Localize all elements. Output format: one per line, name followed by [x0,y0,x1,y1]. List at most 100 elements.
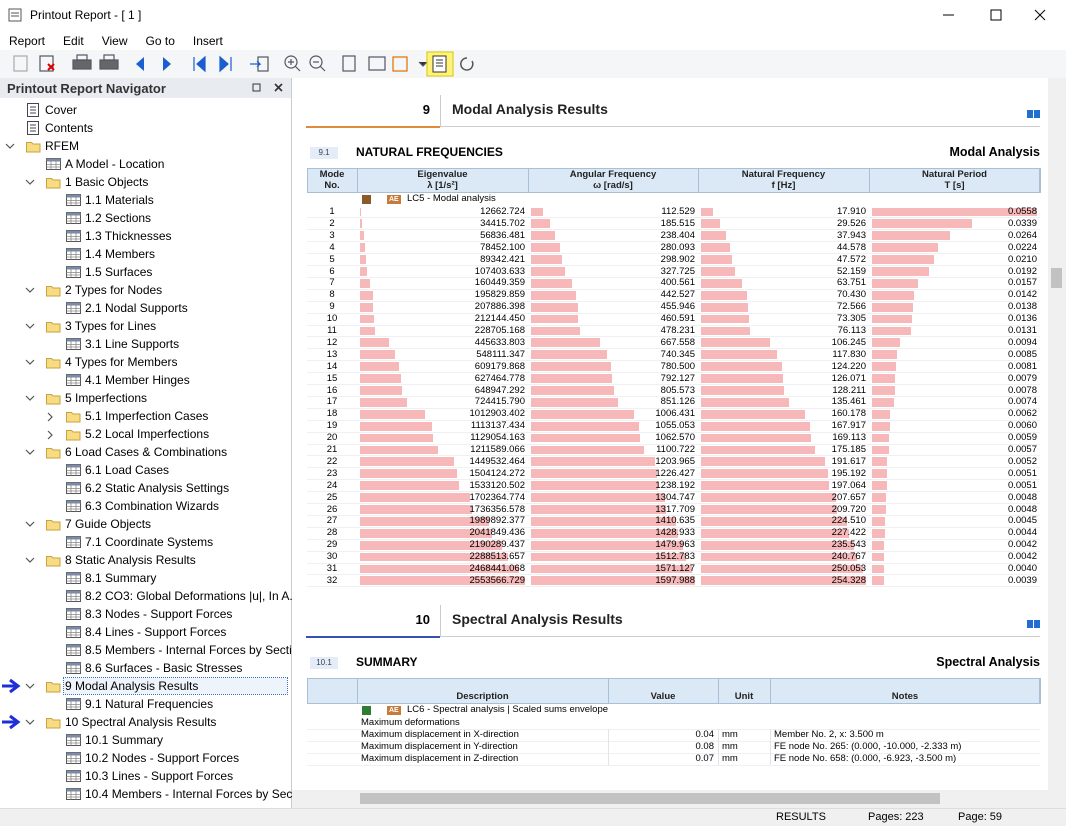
tree-item[interactable]: 5.2 Local Imperfections [85,427,210,441]
tree-item[interactable]: 5 Imperfections [65,391,148,405]
table-cell: 6 [329,265,335,277]
menu-item[interactable]: Report [9,34,46,48]
tree-expander[interactable] [25,393,37,405]
table-cell: 212144.450 [474,313,525,325]
tree-item[interactable]: 6.2 Static Analysis Settings [85,481,230,495]
tree-item[interactable]: 4.1 Member Hinges [85,373,190,387]
tree-item[interactable]: 8.5 Members - Internal Forces by Section [85,643,306,657]
subsection-category: Modal Analysis [949,145,1040,159]
tree-item[interactable]: 1 Basic Objects [65,175,149,189]
value-bar [701,397,789,407]
tree-item[interactable]: 1.5 Surfaces [85,265,153,279]
tree-item[interactable]: 7 Guide Objects [65,517,152,531]
vertical-scrollbar[interactable] [1048,78,1066,790]
navigator-controls[interactable] [248,80,288,96]
tree-item[interactable]: 8 Static Analysis Results [65,553,196,567]
tree-item[interactable]: 6 Load Cases & Combinations [65,445,228,459]
tree-expander[interactable] [25,447,37,459]
tree-expander[interactable] [25,285,37,297]
annotation-arrows [2,678,21,730]
tree-expander[interactable] [25,519,37,531]
tree-icon [46,448,61,459]
tree-item[interactable]: 8.1 Summary [85,571,157,585]
tree-item[interactable]: 1.2 Sections [85,211,152,225]
tree-item[interactable]: Cover [45,103,78,117]
tree-item[interactable]: RFEM [45,139,79,153]
window-title: Printout Report - [ 1 ] [30,8,142,22]
table-cell: 1211589.066 [470,444,525,455]
tree-icon [66,590,81,602]
table-cell: 627464.778 [474,372,525,384]
row-rule [307,336,1040,338]
tree-item[interactable]: 8.2 CO3: Global Deformations |u|, In A..… [85,589,300,603]
table-cell: 0.0060 [1007,420,1037,432]
section-number: 10 [415,612,430,627]
tree-expander[interactable] [25,357,37,369]
tree-item[interactable]: A Model - Location [65,157,165,171]
table-cell: 0.0339 [1007,217,1037,229]
tree-expander[interactable] [25,555,37,567]
tree-expander[interactable] [5,141,17,153]
tree-item[interactable]: 8.4 Lines - Support Forces [85,625,227,639]
tree-item[interactable]: 10.2 Nodes - Support Forces [85,751,240,765]
table-cell: 2288513.657 [469,551,525,563]
tree-item[interactable]: 2.1 Nodal Supports [85,301,188,315]
tree-expander[interactable] [25,321,37,333]
tree-item[interactable]: Contents [45,121,94,135]
tree-item[interactable]: 7.1 Coordinate Systems [85,535,214,549]
row-rule [307,276,1040,278]
table-cell: 11 [327,325,337,336]
tree-expander[interactable] [45,411,57,423]
table-cell: 1989892.377 [469,515,525,527]
window-controls[interactable] [930,0,1066,30]
table-cell: 26 [326,503,338,515]
tree-item[interactable]: 9.1 Natural Frequencies [85,697,214,711]
menu-item[interactable]: Edit [63,34,84,48]
menu-item[interactable]: View [101,34,128,48]
table-cell: 0.0048 [1007,491,1037,503]
table-cell: 73.305 [836,313,866,325]
tree-item[interactable]: 5.1 Imperfection Cases [85,409,209,423]
value-bar [701,552,858,562]
tree-item[interactable]: 1.4 Members [85,247,156,261]
table-cell: FE node No. 658: (0.000, -6.923, -3.500 … [774,753,957,764]
table-cell: 209.720 [831,503,866,515]
table-cell: 280.093 [660,241,695,253]
value-bar [360,421,432,431]
tree-item[interactable]: 8.3 Nodes - Support Forces [85,607,233,621]
table-cell: 15 [326,372,338,384]
value-bar [360,374,401,383]
tree-expander[interactable] [25,177,37,189]
tree-item[interactable]: 8.6 Surfaces - Basic Stresses [85,661,243,675]
table-cell: 1428.933 [655,527,695,539]
menu-item[interactable]: Go to [145,34,175,48]
table-cell: 1597.988 [655,574,695,586]
row-rule [307,526,1040,528]
tree-item[interactable]: 2 Types for Nodes [65,283,163,297]
horizontal-scrollbar[interactable] [292,790,1048,807]
tree-item[interactable]: 9 Modal Analysis Results [63,677,288,695]
tree-item[interactable]: 6.3 Combination Wizards [85,499,220,513]
tree-item[interactable]: 10.3 Lines - Support Forces [85,769,234,783]
menu-item[interactable]: Insert [192,34,223,48]
tree-item[interactable]: 1.3 Thicknesses [85,229,172,243]
tree-item[interactable]: 3.1 Line Supports [85,337,180,351]
table-cell: 25 [326,491,338,503]
tree-item[interactable]: 1.1 Materials [85,193,154,207]
value-bar [872,397,894,407]
tree-expander[interactable] [25,717,37,729]
tree-icon [66,644,81,656]
toolbar-icons[interactable] [0,50,500,78]
tree-item[interactable]: 10.1 Summary [85,733,164,747]
tree-expander[interactable] [25,681,37,693]
subsection-category: Spectral Analysis [936,655,1040,669]
tree-item[interactable]: 10.4 Members - Internal Forces by Sectio… [85,787,312,801]
column-header: Value [650,691,676,702]
tree-item[interactable]: 3 Types for Lines [65,319,157,333]
value-bar [701,278,743,288]
tree-item[interactable]: 4 Types for Members [65,355,178,369]
table-cell: 648947.292 [474,384,525,396]
tree-expander[interactable] [45,429,57,441]
tree-item[interactable]: 6.1 Load Cases [85,463,170,477]
tree-item[interactable]: 10 Spectral Analysis Results [65,715,217,729]
